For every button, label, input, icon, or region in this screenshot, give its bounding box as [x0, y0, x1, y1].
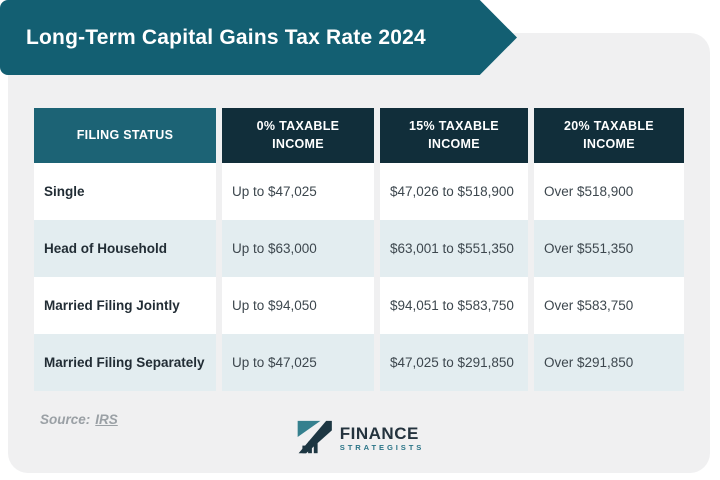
cell-married-separately-0pct: Up to $47,025 — [222, 334, 374, 391]
cell-single-0pct: Up to $47,025 — [222, 163, 374, 220]
cell-married-separately-status: Married Filing Separately — [34, 334, 216, 391]
cell-head-of-household-0pct: Up to $63,000 — [222, 220, 374, 277]
column-header-15-percent: 15% TAXABLE INCOME — [380, 108, 528, 163]
cell-head-of-household-status: Head of Household — [34, 220, 216, 277]
cell-married-jointly-20pct: Over $583,750 — [534, 277, 684, 334]
cell-married-jointly-status: Married Filing Jointly — [34, 277, 216, 334]
cell-married-jointly-0pct: Up to $94,050 — [222, 277, 374, 334]
column-header-20-percent: 20% TAXABLE INCOME — [534, 108, 684, 163]
source-label: Source: — [40, 412, 91, 427]
logo-wordmark-strategists: STRATEGISTS — [339, 442, 425, 452]
cell-single-15pct: $47,026 to $518,900 — [380, 163, 528, 220]
capital-gains-tax-table: FILING STATUS 0% TAXABLE INCOME 15% TAXA… — [34, 108, 684, 391]
cell-married-jointly-15pct: $94,051 to $583,750 — [380, 277, 528, 334]
cell-married-separately-15pct: $47,025 to $291,850 — [380, 334, 528, 391]
cell-head-of-household-20pct: Over $551,350 — [534, 220, 684, 277]
finance-strategists-logo: FINANCE STRATEGISTS — [296, 418, 425, 458]
logo-wordmark-finance: FINANCE — [339, 423, 419, 443]
column-header-0-percent: 0% TAXABLE INCOME — [222, 108, 374, 163]
page-title: Long-Term Capital Gains Tax Rate 2024 — [26, 25, 426, 49]
source-link-irs[interactable]: IRS — [95, 412, 118, 427]
title-banner-ribbon: Long-Term Capital Gains Tax Rate 2024 — [0, 0, 517, 75]
source-note: Source: IRS — [40, 412, 118, 427]
cell-head-of-household-15pct: $63,001 to $551,350 — [380, 220, 528, 277]
logo-wordmark: FINANCE STRATEGISTS — [340, 425, 425, 452]
cell-single-status: Single — [34, 163, 216, 220]
cell-married-separately-20pct: Over $291,850 — [534, 334, 684, 391]
bar-chart-logo-icon — [297, 420, 332, 454]
column-header-filing-status: FILING STATUS — [34, 108, 216, 163]
cell-single-20pct: Over $518,900 — [534, 163, 684, 220]
